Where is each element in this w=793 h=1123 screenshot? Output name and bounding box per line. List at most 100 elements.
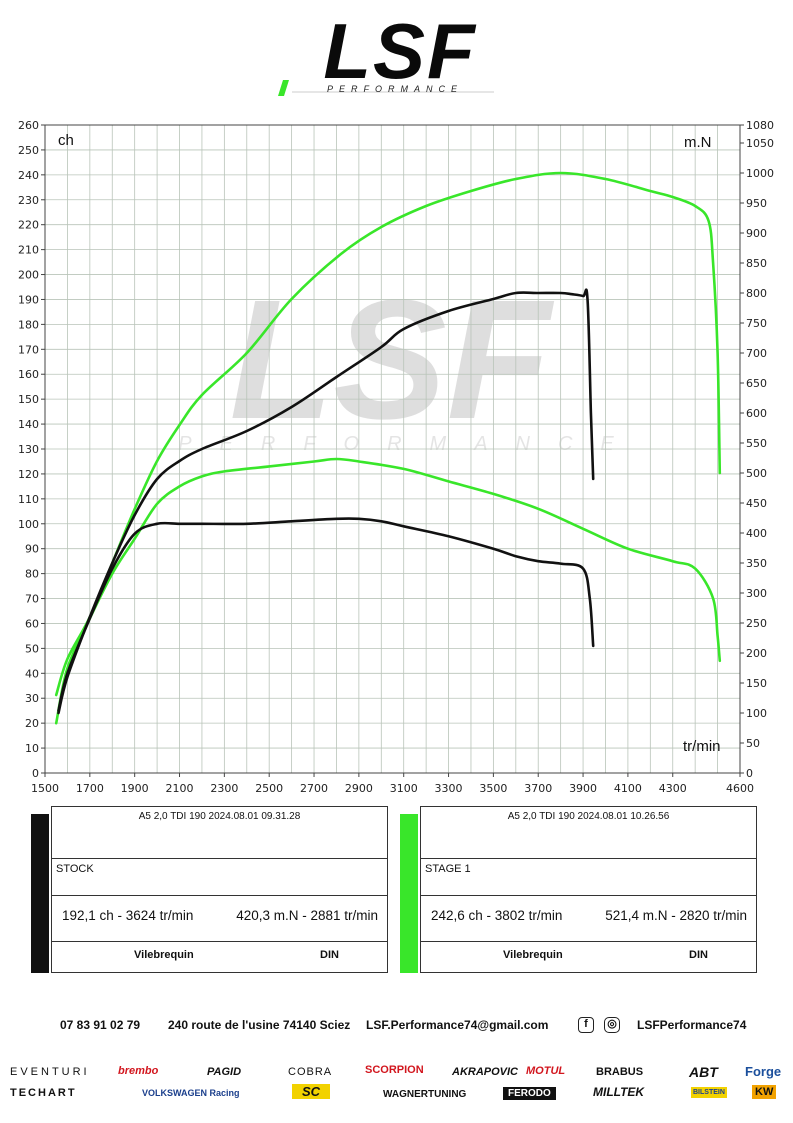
right-tick-label: 800: [746, 287, 767, 300]
partner-scorpion: SCORPION: [365, 1064, 424, 1076]
left-tick-label: 100: [18, 518, 39, 531]
left-tick-label: 120: [18, 468, 39, 481]
stock-torque-line: [57, 288, 595, 715]
instagram-icon[interactable]: ◎: [604, 1017, 620, 1033]
stage1-result-card: A5 2,0 TDI 190 2024.08.01 10.26.56 STAGE…: [400, 806, 757, 973]
partner-akrapovic: AKRAPOVIC: [452, 1066, 519, 1078]
left-tick-label: 110: [18, 493, 39, 506]
right-axis-unit: m.N: [684, 134, 712, 151]
left-tick-label: 10: [25, 742, 39, 755]
chart-grid: [44, 124, 741, 774]
stage1-max-torque: 521,4 m.N - 2820 tr/min: [605, 908, 747, 923]
lsf-logo: LSF PERFORMANCE: [278, 7, 494, 96]
left-tick-label: 200: [18, 269, 39, 282]
social-handle[interactable]: LSFPerformance74: [637, 1018, 747, 1032]
right-tick-label: 0: [746, 767, 753, 780]
left-tick-label: 190: [18, 293, 39, 306]
stock-max-torque: 420,3 m.N - 2881 tr/min: [236, 908, 378, 923]
left-tick-label: 40: [25, 667, 39, 680]
watermark-tagline: PERFORMANCE: [178, 433, 642, 455]
right-tick-label: 900: [746, 227, 767, 240]
x-tick-label: 2700: [300, 782, 328, 795]
x-tick-label: 3900: [569, 782, 597, 795]
x-tick-label: 2300: [210, 782, 238, 795]
right-tick-label: 950: [746, 197, 767, 210]
stage1-torque-line: [54, 171, 722, 697]
left-tick-label: 180: [18, 318, 39, 331]
stage1-run-header: A5 2,0 TDI 190 2024.08.01 10.26.56: [507, 811, 670, 822]
stock-result-card: A5 2,0 TDI 190 2024.08.01 09.31.28 STOCK…: [31, 806, 388, 973]
x-tick-label: 3500: [479, 782, 507, 795]
partner-forge: Forge: [745, 1064, 782, 1079]
left-tick-label: 150: [18, 393, 39, 406]
watermark-brand: LSF: [229, 265, 554, 455]
stock-measure-point: Vilebrequin: [134, 949, 194, 961]
right-tick-label: 600: [746, 407, 767, 420]
partner-milltek: MILLTEK: [593, 1085, 645, 1099]
left-tick-label: 220: [18, 219, 39, 232]
partner-logos: EVENTURI brembo PAGID COBRA SCORPION AKR…: [0, 1060, 793, 1120]
address: 240 route de l'usine 74140 Sciez: [168, 1018, 351, 1032]
x-axis-unit: tr/min: [683, 738, 721, 755]
phone-number: 07 83 91 02 79: [60, 1018, 141, 1032]
stage1-color-swatch: [400, 814, 418, 973]
x-tick-label: 1700: [76, 782, 104, 795]
right-tick-label: 850: [746, 257, 767, 270]
stock-run-header: A5 2,0 TDI 190 2024.08.01 09.31.28: [138, 811, 301, 822]
x-tick-label: 2500: [255, 782, 283, 795]
contact-bar: 07 83 91 02 79 240 route de l'usine 7414…: [0, 1015, 793, 1037]
partner-kw: KW: [752, 1085, 777, 1099]
left-tick-label: 20: [25, 717, 39, 730]
partner-pagid: PAGID: [207, 1066, 242, 1078]
stock-color-swatch: [31, 814, 49, 973]
partner-brabus: BRABUS: [596, 1066, 644, 1078]
logo-accent: [278, 80, 289, 96]
x-tick-label: 4600: [726, 782, 754, 795]
logo-brand: LSF: [323, 7, 477, 95]
stock-label: STOCK: [56, 863, 94, 875]
stock-max-power: 192,1 ch - 3624 tr/min: [62, 908, 194, 923]
partner-ferodo: FERODO: [503, 1087, 556, 1100]
right-tick-label: 750: [746, 317, 767, 330]
x-tick-label: 1900: [121, 782, 149, 795]
x-tick-label: 4100: [614, 782, 642, 795]
stage1-result-box: A5 2,0 TDI 190 2024.08.01 10.26.56 STAGE…: [420, 806, 757, 973]
email-link[interactable]: LSF.Performance74@gmail.com: [366, 1018, 549, 1032]
left-tick-label: 170: [18, 343, 39, 356]
facebook-icon[interactable]: f: [578, 1017, 594, 1033]
x-tick-label: 3300: [435, 782, 463, 795]
stage1-measure-point: Vilebrequin: [503, 949, 563, 961]
dyno-chart: LSF PERFORMANCE 0 10 20 30 40 50 60 70 80 90 100 11…: [18, 119, 774, 795]
left-axis-unit: ch: [58, 132, 74, 149]
partner-cobra: COBRA: [288, 1066, 333, 1078]
right-tick-label: 100: [746, 707, 767, 720]
partner-abt: ABT: [689, 1064, 718, 1080]
stage1-label: STAGE 1: [425, 863, 471, 875]
x-tick-label: 2900: [345, 782, 373, 795]
stage1-norm: DIN: [689, 949, 708, 961]
stock-norm: DIN: [320, 949, 339, 961]
right-tick-label: 550: [746, 437, 767, 450]
left-tick-label: 160: [18, 368, 39, 381]
left-tick-label: 240: [18, 169, 39, 182]
left-tick-label: 210: [18, 244, 39, 257]
x-tick-label: 4300: [659, 782, 687, 795]
stock-power-line: [57, 517, 595, 712]
left-tick-label: 80: [25, 568, 39, 581]
left-tick-label: 250: [18, 144, 39, 157]
right-tick-label: 250: [746, 617, 767, 630]
x-tick-label: 2100: [166, 782, 194, 795]
x-tick-label: 1500: [31, 782, 59, 795]
partner-eventuri: EVENTURI: [10, 1066, 90, 1078]
left-tick-label: 70: [25, 593, 39, 606]
partner-bilstein: BILSTEIN: [691, 1087, 727, 1098]
left-tick-label: 90: [25, 543, 39, 556]
left-tick-label: 260: [18, 119, 39, 132]
left-tick-label: 50: [25, 642, 39, 655]
left-tick-label: 30: [25, 692, 39, 705]
right-tick-label: 50: [746, 737, 760, 750]
right-tick-label: 500: [746, 467, 767, 480]
left-tick-label: 230: [18, 194, 39, 207]
right-tick-label: 650: [746, 377, 767, 390]
right-tick-label: 450: [746, 497, 767, 510]
